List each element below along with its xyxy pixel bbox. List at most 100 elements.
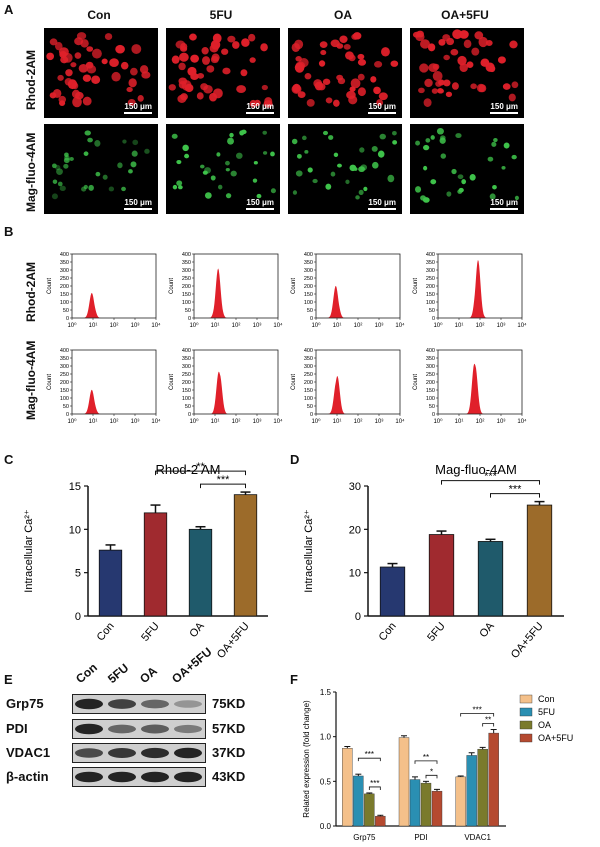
micrograph-mag-3: 150 μm (410, 124, 524, 214)
cell-mark (357, 53, 365, 60)
cell-mark (94, 140, 101, 147)
cell-mark (339, 35, 348, 43)
blot-band (174, 771, 202, 783)
cell-mark (358, 189, 364, 196)
cell-mark (501, 165, 506, 170)
cell-mark (352, 32, 362, 40)
blot-strip-2 (72, 743, 206, 763)
cell-mark (420, 39, 430, 49)
cell-mark (514, 195, 519, 201)
significance-label: * (430, 767, 433, 776)
cell-mark (82, 96, 92, 106)
legend-label-OA+5FU: OA+5FU (538, 733, 573, 743)
cell-mark (206, 65, 215, 73)
flow-ytick-label: 50 (307, 308, 313, 314)
flow-xtick-label: 10² (354, 323, 363, 329)
flow-ytick-label: 350 (60, 356, 69, 362)
bar-OA (477, 541, 504, 617)
scale-bar-label: 150 μm (246, 198, 274, 207)
flow-xtick-label: 10⁴ (273, 418, 283, 425)
flow-xtick-label: 10¹ (89, 323, 98, 329)
cell-mark (295, 61, 306, 70)
cell-mark (76, 32, 87, 40)
flow-ytick-label: 300 (60, 268, 69, 274)
flow-axes-box (71, 349, 157, 415)
cell-mark (227, 137, 234, 145)
flow-ytick-label: 200 (60, 284, 69, 290)
scale-bar: 150 μm (490, 102, 518, 114)
significance-bracket (482, 723, 495, 727)
cell-mark (216, 152, 221, 157)
bar-Grp75-OA+5FU (375, 815, 386, 827)
scale-bar-line (490, 112, 518, 114)
cell-mark (451, 168, 457, 175)
blot-bands (75, 698, 202, 710)
cell-mark (301, 135, 307, 141)
cell-mark (304, 149, 309, 154)
flow-xtick-label: 10⁰ (67, 418, 77, 425)
cell-mark (204, 167, 211, 174)
significance-bracket (155, 470, 246, 476)
cell-mark (52, 163, 57, 169)
cell-mark (418, 87, 425, 94)
significance-label: ** (196, 461, 205, 473)
flow-ytick-label: 250 (182, 372, 191, 378)
scale-bar-line (368, 112, 396, 114)
cell-mark (390, 60, 399, 67)
size-label-3: 43KD (212, 769, 246, 784)
flow-ytick-label: 300 (182, 268, 191, 274)
chart-title: Rhod-2 AM (155, 462, 220, 477)
blot-band (174, 700, 202, 708)
scale-bar-label: 150 μm (124, 102, 152, 111)
cell-mark (229, 132, 234, 138)
flow-ytick-label: 300 (304, 268, 313, 274)
blot-bands (75, 771, 202, 783)
y-tick-label: 1.5 (320, 688, 332, 697)
blot-band (141, 771, 169, 783)
flow-histogram-1-3: 0 50 100 150 200 250 300 350 400 10⁰ 10¹ 10² 10³ 10⁴ C… (413, 348, 527, 425)
cell-mark (436, 127, 444, 135)
cell-mark (457, 55, 467, 66)
cell-mark (337, 163, 342, 168)
flow-ytick-label: 50 (185, 308, 191, 314)
cell-mark (235, 152, 243, 159)
cell-mark (71, 82, 79, 90)
micrograph-mag-2: 150 μm (288, 124, 402, 214)
size-label-1: 57KD (212, 721, 246, 736)
significance-label: ** (423, 753, 429, 762)
cell-mark (420, 195, 426, 201)
cell-mark (176, 159, 182, 165)
cell-mark (209, 92, 218, 102)
blot-band (108, 699, 136, 709)
cell-mark (241, 38, 250, 47)
cell-mark (425, 138, 431, 143)
cell-mark (325, 183, 332, 190)
flow-histogram-1-1: 0 50 100 150 200 250 300 350 400 10⁰ 10¹ 10² 10³ 10⁴ C… (169, 348, 283, 425)
flow-ytick-label: 100 (426, 300, 435, 306)
cell-mark (333, 99, 340, 107)
cell-mark (350, 78, 361, 89)
flow-xtick-label: 10³ (253, 419, 262, 425)
bar-PDI-5FU (409, 779, 421, 827)
blot-band (141, 699, 169, 709)
flow-ytick-label: 250 (426, 372, 435, 378)
col-title-oa: OA (334, 8, 352, 22)
flow-xtick-label: 10⁴ (395, 322, 405, 329)
scale-bar-line (368, 208, 396, 210)
cell-mark (392, 140, 398, 145)
y-tick-label: 0.5 (320, 777, 332, 786)
cell-mark (319, 41, 328, 49)
cell-mark (478, 36, 488, 48)
cell-mark (377, 150, 385, 158)
cell-mark (291, 84, 302, 94)
bar-VDAC1-5FU (466, 755, 477, 827)
cell-mark (86, 46, 94, 52)
cell-mark (379, 133, 386, 140)
scale-bar-line (490, 208, 518, 210)
cell-mark (470, 83, 477, 90)
cell-mark (91, 75, 101, 84)
flow-histogram-0-0: 0 50 100 150 200 250 300 350 400 10⁰ 10¹ 10² 10³ 10⁴ C… (47, 252, 161, 329)
flow-xtick-label: 10¹ (333, 323, 342, 329)
x-tick-label: OA (187, 620, 207, 640)
cell-mark (374, 60, 383, 68)
